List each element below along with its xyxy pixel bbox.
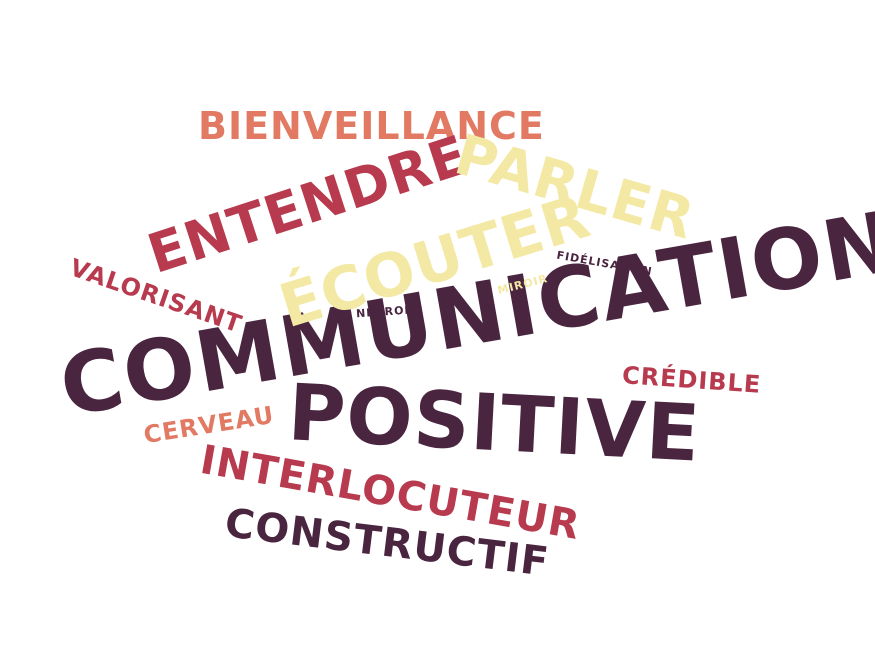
word-bienveillance: BIENVEILLANCE xyxy=(198,104,545,148)
